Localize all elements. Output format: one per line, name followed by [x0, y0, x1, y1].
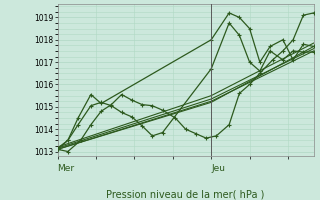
Text: Pression niveau de la mer( hPa ): Pression niveau de la mer( hPa ) — [107, 189, 265, 199]
Text: Mer: Mer — [58, 164, 75, 173]
Text: Jeu: Jeu — [211, 164, 225, 173]
